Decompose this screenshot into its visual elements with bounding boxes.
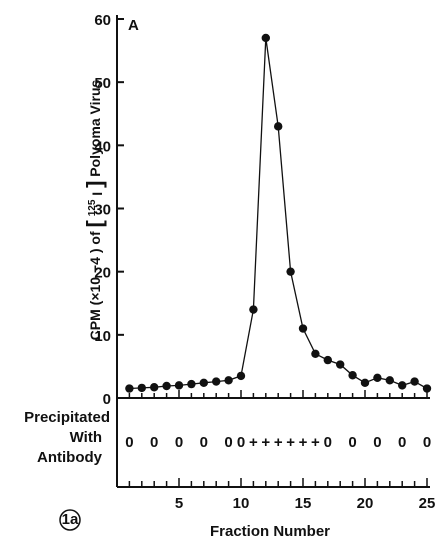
data-point bbox=[150, 383, 159, 392]
x-tick-label: 5 bbox=[175, 495, 183, 512]
series-line bbox=[129, 37, 428, 390]
precipitation-mark: 0 bbox=[125, 434, 133, 451]
data-point bbox=[323, 355, 332, 365]
data-point bbox=[336, 360, 345, 369]
data-point bbox=[137, 383, 146, 393]
x-tick-label: 10 bbox=[233, 495, 250, 512]
precipitation-mark: + bbox=[299, 434, 308, 451]
precipitation-mark: 0 bbox=[200, 434, 208, 451]
data-point bbox=[212, 377, 221, 386]
data-point bbox=[261, 33, 270, 43]
figure-tag-text: 1a bbox=[62, 511, 79, 528]
y-tick-label: 20 bbox=[94, 265, 111, 282]
y-axis-label: CPM (×10 −4 ) of [ 125 I ] Polyoma Virus bbox=[82, 79, 107, 340]
data-point bbox=[224, 376, 233, 385]
precip-label-line-1: Precipitated bbox=[24, 409, 110, 426]
precipitation-mark: + bbox=[286, 434, 295, 451]
y-tick-label: 0 bbox=[103, 391, 111, 408]
data-points bbox=[125, 33, 432, 393]
x-tick-label: 20 bbox=[357, 495, 374, 512]
y-label-iso: 125 bbox=[87, 199, 98, 216]
precipitation-mark: 0 bbox=[224, 434, 232, 451]
data-point bbox=[385, 376, 394, 385]
precipitation-mark: 0 bbox=[348, 434, 356, 451]
data-point bbox=[249, 305, 258, 314]
data-point bbox=[286, 267, 295, 276]
data-point bbox=[162, 381, 171, 391]
x-tick-labels: 5 10 15 20 25 bbox=[175, 495, 436, 512]
y-ticks: 0 10 20 30 40 50 60 bbox=[94, 12, 124, 408]
data-point bbox=[311, 349, 320, 358]
precip-label-line-2: With bbox=[70, 429, 102, 446]
precipitation-marks: 0 0 0 0 0 0 + + + + + +0 0 0 0 0 bbox=[125, 434, 431, 451]
y-label-pre: CPM (×10 bbox=[87, 277, 103, 341]
panel-label: A bbox=[128, 17, 139, 34]
y-label-exp: −4 bbox=[87, 257, 103, 273]
data-point bbox=[373, 373, 382, 382]
y-tick-label: 50 bbox=[94, 75, 111, 92]
x-ticks-bottom bbox=[128, 478, 428, 487]
y-tick-label: 40 bbox=[94, 138, 111, 155]
x-tick-label: 15 bbox=[295, 495, 312, 512]
x-ticks-main bbox=[128, 390, 428, 398]
precipitation-mark: + bbox=[311, 434, 320, 451]
precipitation-mark: 0 bbox=[398, 434, 406, 451]
y-label-post: Polyoma Virus bbox=[87, 79, 103, 176]
precipitation-mark: 0 bbox=[237, 434, 245, 451]
data-point bbox=[174, 381, 184, 390]
data-point bbox=[236, 371, 246, 381]
precipitation-mark: + bbox=[261, 434, 270, 451]
y-tick-label: 10 bbox=[94, 328, 111, 345]
precipitation-mark: + bbox=[274, 434, 283, 451]
data-point bbox=[360, 378, 370, 388]
data-point bbox=[398, 381, 407, 390]
data-point bbox=[274, 122, 283, 131]
precipitation-mark: 0 bbox=[373, 434, 381, 451]
data-point bbox=[187, 379, 196, 389]
y-label-mid: ) of bbox=[87, 231, 103, 253]
precipitation-label: Precipitated With Antibody bbox=[24, 409, 110, 466]
data-point bbox=[199, 378, 208, 388]
precipitation-mark: 0 bbox=[175, 434, 183, 451]
x-axis-label: Fraction Number bbox=[210, 523, 330, 540]
precip-label-line-3: Antibody bbox=[37, 449, 103, 466]
data-point bbox=[298, 324, 308, 333]
y-label-el: I bbox=[89, 192, 105, 196]
y-tick-label: 30 bbox=[94, 202, 111, 219]
precipitation-mark: + bbox=[249, 434, 258, 451]
precipitation-mark: 0 bbox=[423, 434, 431, 451]
data-point bbox=[348, 371, 357, 380]
x-tick-label: 25 bbox=[419, 495, 436, 512]
data-point bbox=[422, 384, 432, 393]
data-point bbox=[410, 377, 419, 386]
y-tick-label: 60 bbox=[94, 12, 111, 29]
precipitation-mark: 0 bbox=[324, 434, 332, 451]
data-point bbox=[125, 384, 134, 393]
precipitation-mark: 0 bbox=[150, 434, 158, 451]
figure-tag: 1a bbox=[59, 509, 81, 531]
